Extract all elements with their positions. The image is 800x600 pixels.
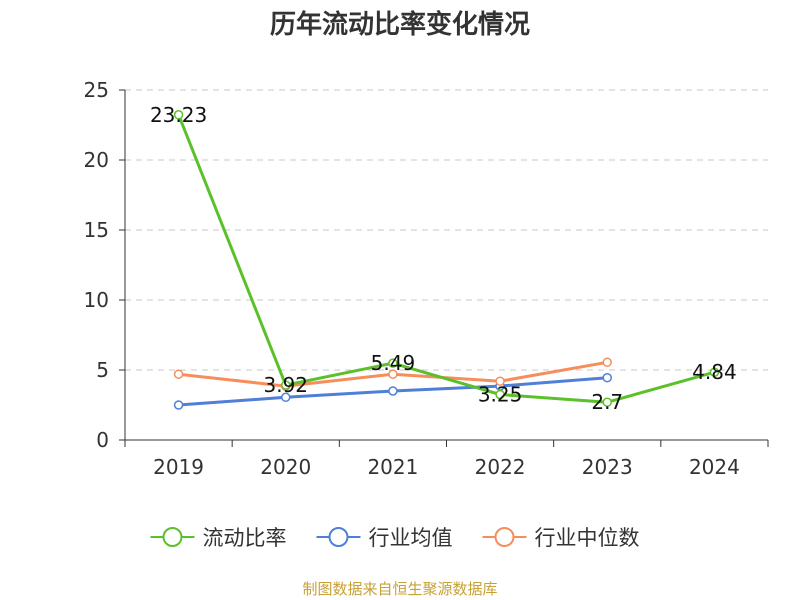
legend-label: 流动比率 (203, 526, 287, 550)
data-point (495, 389, 505, 400)
source-footer: 制图数据来自恒生聚源数据库 (302, 580, 498, 598)
legend-swatch-marker (162, 527, 183, 547)
y-tick-label: 5 (96, 358, 109, 382)
legend-item: 流动比率 (150, 526, 287, 550)
legend-swatch-marker (494, 527, 515, 547)
axes: 0 5 10 15 20 25 2019 2020 2021 2022 2023 2024 (84, 78, 769, 479)
data-label: 5.49 (371, 351, 416, 375)
legend-swatch-marker (328, 527, 349, 547)
chart-title: 历年流动比率变化情况 (269, 10, 530, 40)
data-label: 4.84 (692, 360, 737, 384)
y-tick-label: 25 (84, 78, 109, 102)
data-point (709, 367, 720, 377)
x-tick-label: 2022 (475, 455, 526, 479)
legend: 流动比率 行业均值 行业中位数 (150, 526, 640, 550)
data-point (388, 358, 398, 368)
data-point (602, 357, 612, 368)
series-line-0 (177, 114, 715, 404)
series-lines (173, 110, 720, 410)
data-point (388, 369, 398, 379)
data-point (281, 392, 291, 403)
x-tick-label: 2020 (260, 455, 311, 479)
data-point (173, 110, 184, 120)
data-label: 3.25 (478, 383, 523, 407)
y-tick-label: 15 (84, 218, 109, 242)
data-point (602, 397, 612, 407)
data-label: 23.23 (150, 103, 207, 127)
data-label: 3.92 (263, 373, 308, 397)
x-tick-label: 2023 (582, 455, 633, 479)
y-tick-label: 20 (84, 148, 109, 172)
data-point (281, 380, 291, 390)
data-labels: 23.23 3.92 5.49 3.25 2.7 4.84 (150, 103, 737, 414)
data-point (173, 369, 184, 379)
data-point (173, 400, 184, 410)
y-tick-label: 0 (96, 428, 109, 452)
data-point (388, 386, 398, 396)
legend-item: 行业中位数 (482, 526, 640, 550)
data-point (602, 372, 612, 383)
x-tick-label: 2019 (153, 455, 204, 479)
legend-label: 行业中位数 (535, 526, 640, 550)
x-tick-label: 2024 (689, 455, 740, 479)
y-tick-label: 10 (84, 288, 109, 312)
data-point (495, 376, 505, 386)
data-label: 2.7 (591, 390, 623, 414)
legend-item: 行业均值 (316, 526, 453, 550)
x-tick-label: 2021 (367, 455, 418, 479)
legend-label: 行业均值 (369, 526, 453, 550)
grid-lines (125, 89, 768, 371)
